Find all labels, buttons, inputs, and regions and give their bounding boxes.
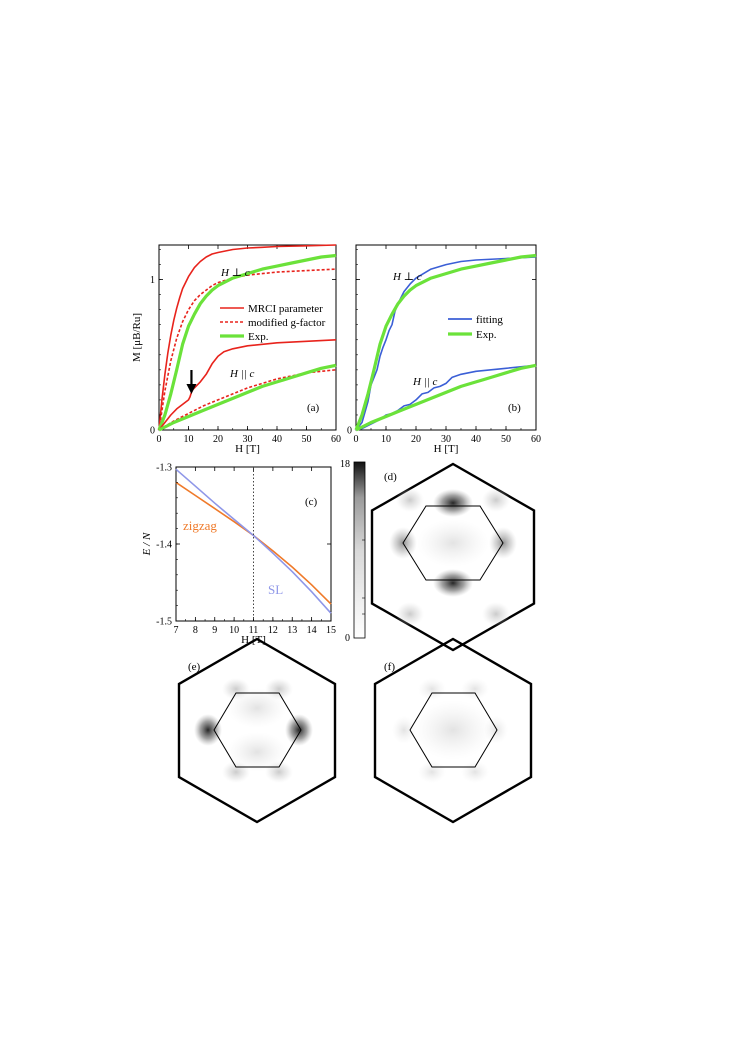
annotation-h-perp-c: H ⊥ c <box>220 267 250 279</box>
y-tick-label: -1.5 <box>156 617 172 628</box>
x-tick-label: 9 <box>212 625 217 636</box>
panel-d-label: (d) <box>384 471 397 483</box>
outer-hexagon <box>177 637 337 824</box>
panel-e-label: (e) <box>188 661 201 673</box>
series-line-exp--5 <box>158 363 337 432</box>
x-tick-label: 60 <box>531 434 541 445</box>
x-tick-label: 50 <box>501 434 511 445</box>
series-line-mrci-parameter-3 <box>158 339 337 431</box>
series-line-modified-g-factor-1 <box>158 268 337 431</box>
panel-d: (d) <box>370 462 536 652</box>
x-tick-label: 8 <box>193 625 198 636</box>
x-tick-label: 10 <box>184 434 194 445</box>
x-tick-label: 0 <box>354 434 359 445</box>
panel-e: (e) <box>177 637 337 824</box>
y-tick-label: -1.3 <box>156 463 172 474</box>
series-line-exp--2 <box>157 253 337 431</box>
x-tick-label: 30 <box>441 434 451 445</box>
x-tick-label: 0 <box>157 434 162 445</box>
panel-a-label: (a) <box>307 402 320 414</box>
series-line-sl-1 <box>175 468 332 614</box>
legend-label: MRCI parameter <box>248 303 323 315</box>
y-tick-label: -1.4 <box>156 540 172 551</box>
x-tick-label: 12 <box>268 625 278 636</box>
y-axis-label: E / N <box>141 532 153 556</box>
x-axis-label: H [T] <box>235 443 260 455</box>
x-tick-label: 20 <box>213 434 223 445</box>
intensity-spots <box>392 678 508 783</box>
inner-hexagon <box>213 692 302 768</box>
series-label-sl: SL <box>268 582 283 597</box>
panel-f-label: (f) <box>384 661 395 673</box>
series-line-exp--1 <box>354 253 537 431</box>
x-axis-label: H [T] <box>434 443 459 455</box>
intensity-spots <box>389 488 517 626</box>
arrow-head <box>186 384 197 394</box>
x-tick-label: 60 <box>331 434 341 445</box>
x-tick-label: 11 <box>249 625 259 636</box>
y-axis-label: M [μB/Ru] <box>131 313 143 362</box>
legend-label: fitting <box>476 314 503 326</box>
x-tick-label: 13 <box>287 625 297 636</box>
colorbar-tick-max: 18 <box>340 459 350 470</box>
x-tick-label: 10 <box>229 625 239 636</box>
series-line-fitting-2 <box>355 364 537 431</box>
y-tick-label: 0 <box>150 426 155 437</box>
x-tick-label: 10 <box>381 434 391 445</box>
series-line-exp--3 <box>355 363 537 432</box>
panel-c: 7 8 9 10 11 12 13 14 15-1.3-1.4-1.5H [T]E / Nzig… <box>141 463 336 647</box>
annotation-h-par-c: H || c <box>412 376 437 388</box>
x-tick-label: 14 <box>307 625 317 636</box>
intensity-spots <box>194 678 313 783</box>
legend-label: modified g-factor <box>248 317 326 329</box>
legend-label: Exp. <box>476 329 497 341</box>
panel-f: (f) <box>373 637 533 824</box>
x-tick-label: 50 <box>302 434 312 445</box>
panel-c-label: (c) <box>305 496 318 508</box>
series-line-mrci-parameter-0 <box>158 244 337 431</box>
inner-hexagon <box>409 692 498 768</box>
y-tick-label: 0 <box>347 426 352 437</box>
annotation-h-perp-c: H ⊥ c <box>392 271 422 283</box>
x-tick-label: 15 <box>326 625 336 636</box>
outer-hexagon <box>373 637 533 824</box>
x-tick-label: 7 <box>174 625 179 636</box>
inner-hexagon <box>402 505 504 581</box>
outer-hexagon <box>370 462 536 652</box>
series-label-zigzag: zigzag <box>183 518 217 533</box>
legend-label: Exp. <box>248 331 269 343</box>
colorbar: 18 0 <box>340 459 366 644</box>
panel-b: 0 10 20 30 40 50 60 0 H [T] fitting Exp. H ⊥ c H || … <box>347 244 541 455</box>
x-tick-label: 30 <box>243 434 253 445</box>
panel-a: 0 10 20 30 40 50 60 0 1 H [T] M [μB/Ru] MRCI parame… <box>131 244 341 455</box>
x-tick-label: 40 <box>471 434 481 445</box>
panel-b-label: (b) <box>508 402 521 414</box>
x-tick-label: 40 <box>272 434 282 445</box>
y-tick-label: 1 <box>150 275 155 286</box>
colorbar-tick-min: 0 <box>345 633 350 644</box>
x-tick-label: 20 <box>411 434 421 445</box>
annotation-h-par-c: H || c <box>229 368 254 380</box>
